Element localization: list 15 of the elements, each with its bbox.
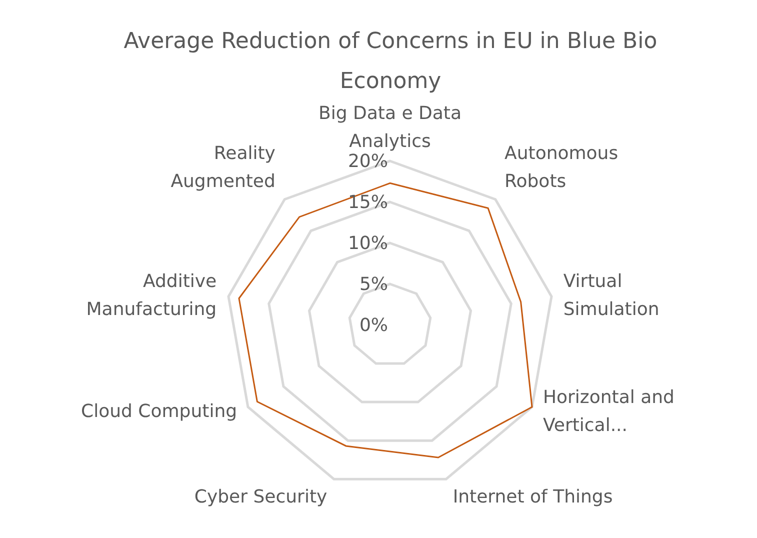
- spoke-label: Big Data e Data Analytics: [318, 103, 462, 152]
- y-tick-label: 0%: [359, 315, 388, 336]
- spoke-label: Autonomous Robots: [504, 143, 618, 192]
- spoke-label: Internet of Things: [452, 486, 613, 508]
- spoke-label: Reality Augmented: [170, 143, 276, 192]
- spoke-label: Virtual Simulation: [563, 271, 660, 320]
- chart-title: Average Reduction of Concerns in EU in Blue Bio Economy: [122, 28, 658, 96]
- spoke-label: Cyber Security: [194, 486, 328, 508]
- y-tick-label: 15%: [348, 192, 388, 213]
- y-tick-label: 10%: [348, 233, 388, 254]
- spoke-label: Cloud Computing: [81, 401, 238, 422]
- y-tick-label: 5%: [359, 274, 388, 295]
- spoke-label: Horizontal and Vertical...: [542, 387, 674, 436]
- spoke-label: Additive Manufacturing: [86, 271, 217, 320]
- y-tick-label: 20%: [348, 151, 388, 172]
